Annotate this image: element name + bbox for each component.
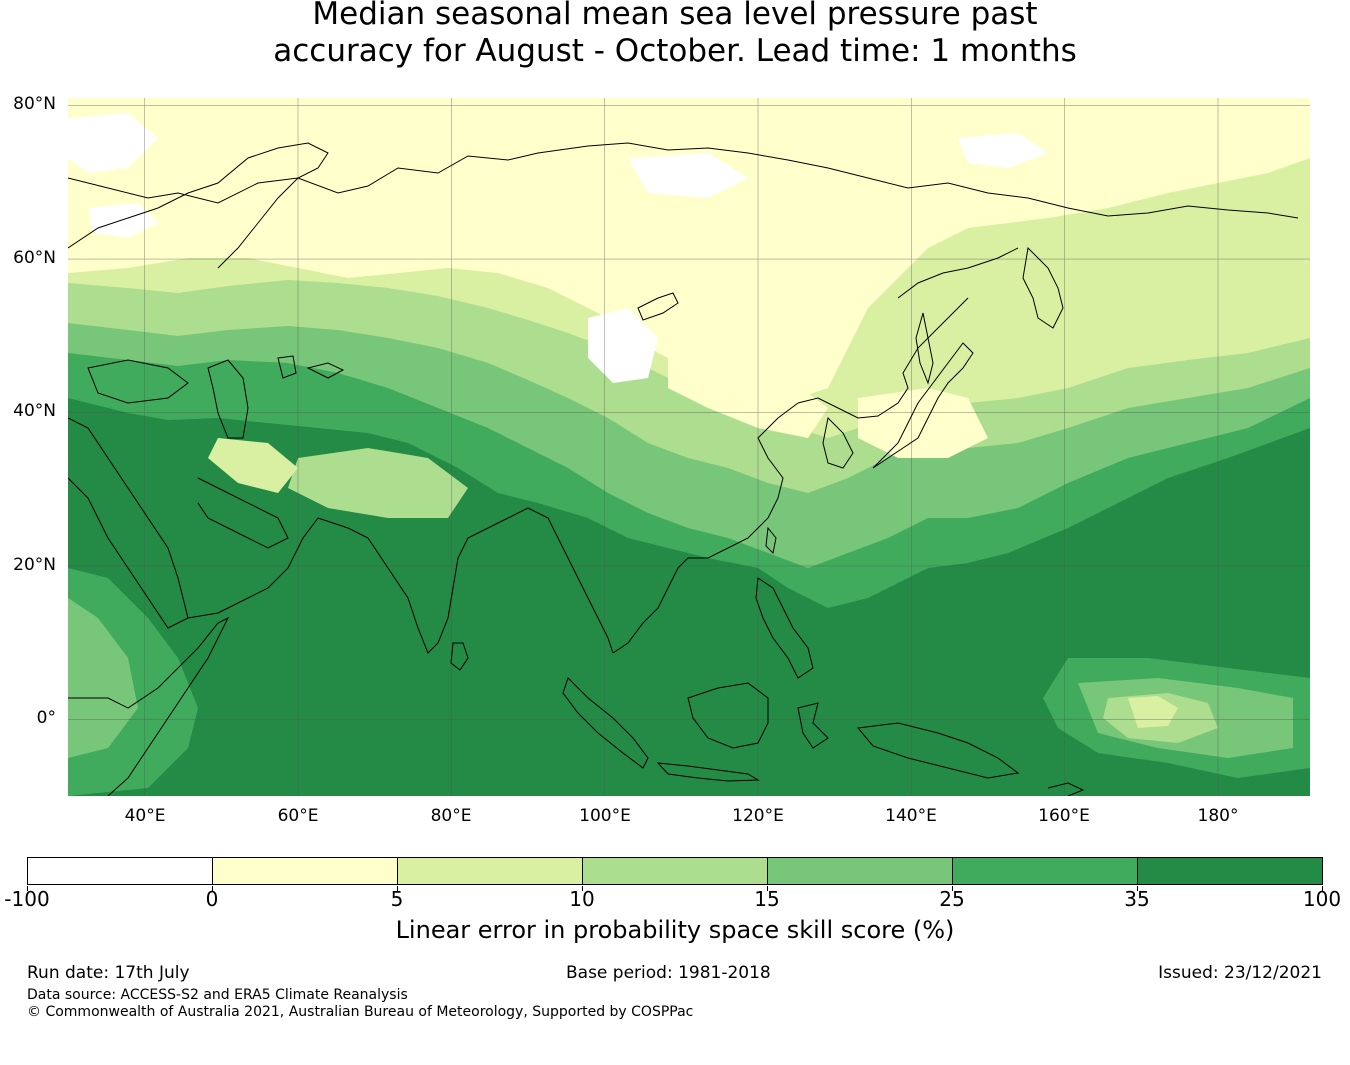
copyright-notice: © Commonwealth of Australia 2021, Austra… (27, 1004, 694, 1020)
coast-bay-bengal (527, 507, 614, 654)
coast-kamchatka (1022, 246, 1064, 329)
lon-label-40e: 40°E (124, 806, 166, 826)
coast-persian-gulf (197, 477, 289, 549)
band-5-10-blob (1128, 696, 1178, 728)
coast-taiwan (765, 526, 777, 555)
band-neg-5 (88, 203, 158, 238)
title-line-2: accuracy for August - October. Lead time… (273, 33, 1077, 69)
lon-label-80e: 80°E (430, 806, 472, 826)
colorbar-segment-neg100-0 (28, 858, 213, 884)
colorbar-tick (397, 886, 398, 891)
issued-date: Issued: 23/12/2021 (1158, 963, 1322, 983)
coast-sumatra (562, 677, 649, 769)
colorbar-label-15: 15 (754, 887, 780, 911)
colorbar-tick (1137, 886, 1138, 891)
band-neg-2 (68, 113, 158, 173)
coast-africa (68, 616, 230, 796)
lon-label-100e: 100°E (579, 806, 631, 826)
band-15-25-africa (68, 598, 138, 758)
colorbar-tick (952, 886, 953, 891)
band-5-10-scatter (208, 438, 298, 493)
coast-black-sea (87, 359, 189, 404)
coast-indochina (612, 402, 799, 654)
lon-label-180: 180° (1197, 806, 1239, 826)
colorbar-label-neg100: -100 (4, 887, 50, 911)
lon-label-120e: 120°E (732, 806, 784, 826)
coast-caspian (207, 359, 249, 439)
coast-balkhash (306, 362, 345, 379)
band-neg-1 (588, 308, 658, 383)
lon-label-160e: 160°E (1038, 806, 1090, 826)
coast-solomon (1047, 782, 1085, 796)
colorbar-segment-15-25 (768, 858, 953, 884)
colorbar-segment-10-15 (583, 858, 768, 884)
lat-label-80n: 80°N (13, 94, 56, 114)
run-date: Run date: 17th July (27, 963, 190, 983)
coast-arctic (68, 142, 1299, 219)
coast-china-east (797, 297, 969, 419)
colorbar-segment-35-100 (1138, 858, 1322, 884)
coast-philippines (755, 577, 814, 679)
band-0-5 (68, 98, 1310, 398)
coast-arabia (68, 417, 189, 629)
colorbar-tick (1322, 886, 1323, 891)
colorbar-tick (582, 886, 583, 891)
coast-aral (277, 355, 297, 379)
colorbar-label-25: 25 (939, 887, 965, 911)
coast-new-guinea (857, 722, 1020, 779)
coast-arabia-south (187, 517, 319, 619)
coast-java (656, 762, 760, 782)
band-10-15-blob (288, 448, 468, 518)
coast-scandinavia (68, 142, 329, 269)
base-period: Base period: 1981-2018 (566, 963, 771, 983)
coastlines (68, 142, 1299, 796)
lon-label-60e: 60°E (277, 806, 319, 826)
colorbar-label-10: 10 (569, 887, 595, 911)
coast-sulawesi (797, 702, 829, 749)
colorbar-label-5: 5 (390, 887, 404, 911)
colorbar-segment-25-35 (953, 858, 1138, 884)
colorbar-segment-0-5 (213, 858, 398, 884)
map-title: Median seasonal mean sea level pressure … (0, 0, 1350, 70)
skill-score-map (68, 98, 1310, 796)
coast-india (317, 507, 529, 654)
colorbar-segment-5-10 (398, 858, 583, 884)
colorbar-tick (27, 886, 28, 891)
colorbar-tick (212, 886, 213, 891)
band-neg-3 (628, 153, 748, 198)
lat-label-60n: 60°N (13, 248, 56, 268)
colorbar-label-0: 0 (205, 887, 219, 911)
band-neg-4 (958, 133, 1048, 168)
colorbar-label-35: 35 (1124, 887, 1150, 911)
colorbar-title: Linear error in probability space skill … (395, 916, 955, 944)
data-source: Data source: ACCESS-S2 and ERA5 Climate … (27, 987, 408, 1003)
lat-label-20n: 20°N (13, 555, 56, 575)
coast-borneo (687, 682, 769, 749)
coast-okhotsk (897, 247, 1019, 299)
colorbar-label-100: 100 (1302, 887, 1342, 911)
band-0-5-china (668, 353, 828, 438)
colorbar-tick (767, 886, 768, 891)
lon-label-140e: 140°E (885, 806, 937, 826)
coast-korea (822, 416, 854, 469)
lat-label-40n: 40°N (13, 401, 56, 421)
coast-japan (872, 342, 974, 469)
lat-label-equator: 0° (36, 708, 56, 728)
title-line-1: Median seasonal mean sea level pressure … (312, 0, 1038, 32)
colorbar (27, 857, 1323, 885)
coast-sri-lanka (450, 642, 469, 671)
graticule (68, 98, 1310, 796)
coast-baikal (637, 292, 679, 321)
coast-sakhalin (915, 312, 934, 385)
band-0-5-japan (858, 388, 988, 458)
